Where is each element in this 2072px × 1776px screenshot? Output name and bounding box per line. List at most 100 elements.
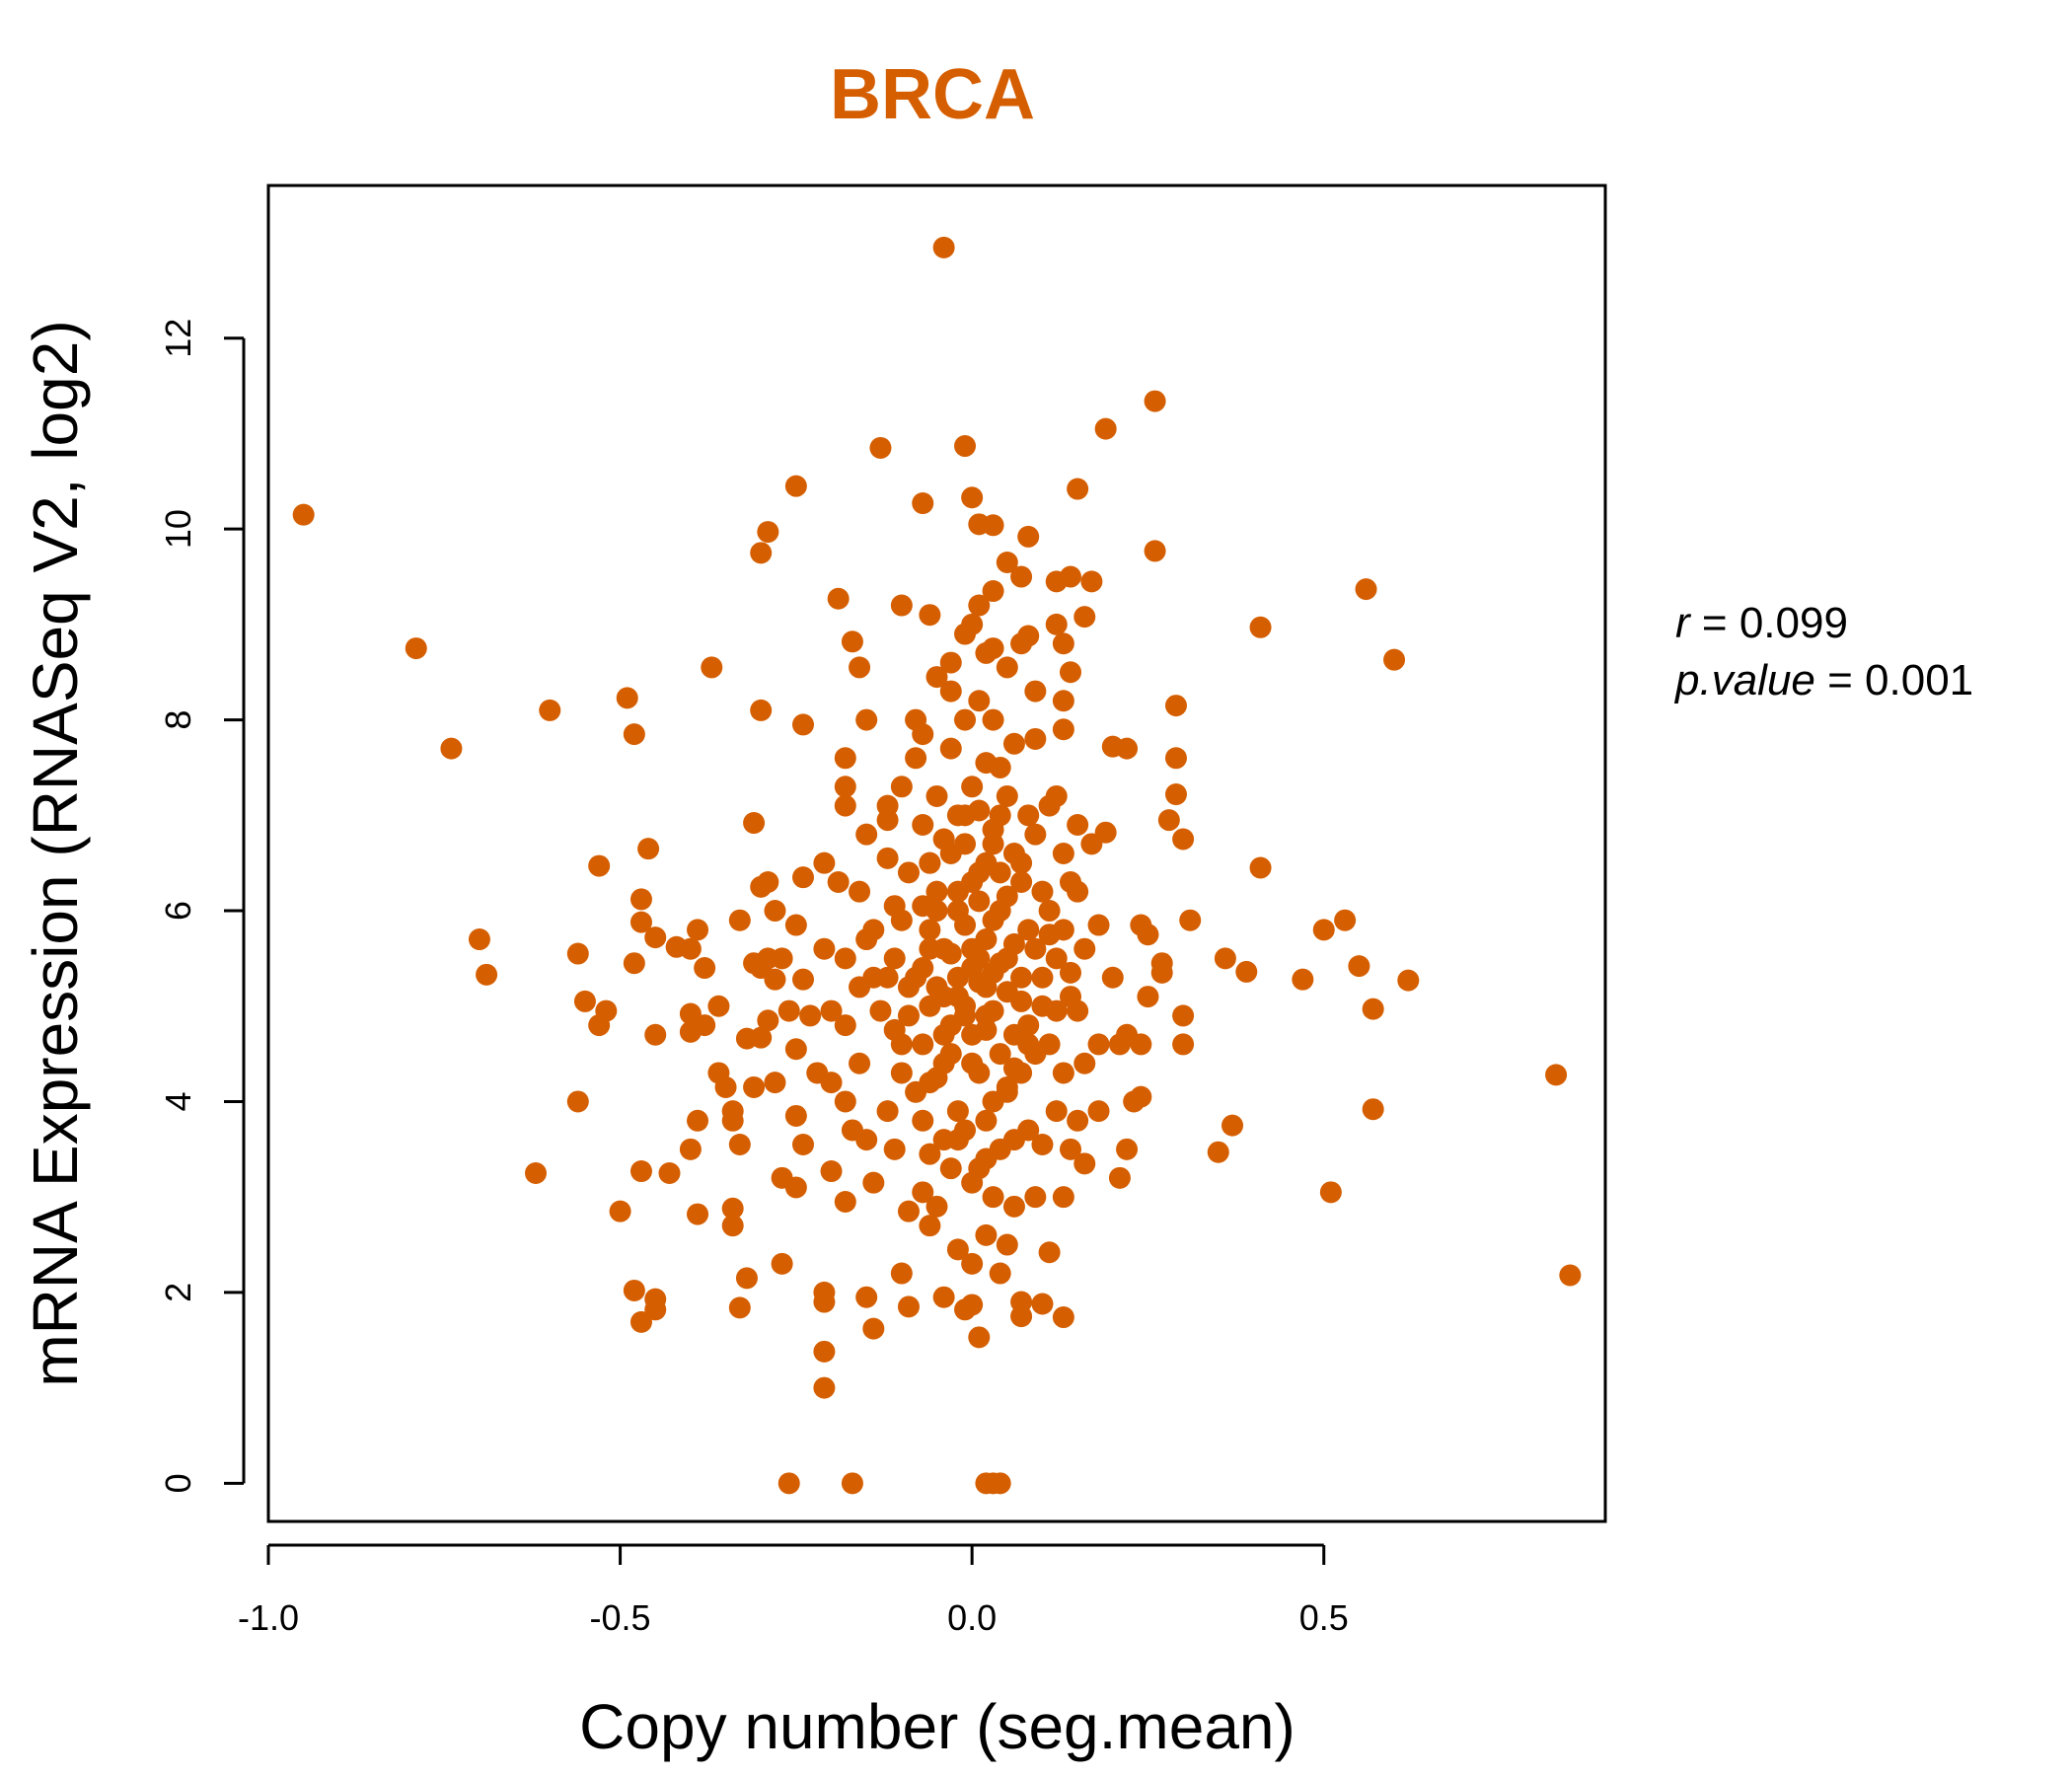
data-point (919, 919, 941, 941)
data-point (813, 1376, 836, 1399)
data-point (1073, 937, 1096, 960)
data-point (1017, 525, 1040, 548)
data-point (792, 713, 814, 736)
data-point (1038, 900, 1061, 923)
data-point (1137, 986, 1159, 1008)
data-point (1073, 606, 1096, 629)
data-point (1383, 648, 1406, 671)
data-point (968, 594, 991, 617)
data-point (1164, 783, 1187, 806)
data-point (1094, 417, 1117, 440)
data-point (679, 1138, 702, 1160)
data-point (996, 656, 1018, 679)
data-point (1038, 924, 1061, 946)
data-point (1157, 809, 1180, 832)
data-point (954, 833, 977, 855)
data-point (1249, 616, 1272, 638)
data-point (939, 1157, 962, 1180)
data-point (750, 699, 773, 721)
data-point (961, 776, 984, 798)
x-axis-label: Copy number (seg.mean) (579, 1691, 1295, 1762)
data-point (1024, 823, 1047, 846)
data-point (897, 1295, 920, 1318)
data-point (728, 1133, 751, 1155)
data-point (750, 542, 773, 564)
data-point (687, 1109, 709, 1132)
data-point (707, 995, 730, 1017)
data-point (939, 680, 962, 703)
data-point (855, 708, 878, 731)
data-point (1214, 947, 1236, 970)
data-point (1137, 924, 1159, 946)
data-point (1319, 1181, 1342, 1204)
data-point (757, 871, 779, 894)
data-point (694, 957, 716, 980)
data-point (1017, 1119, 1040, 1142)
data-point (1045, 1100, 1068, 1123)
data-point (757, 521, 779, 544)
data-point (890, 1262, 913, 1285)
data-point (961, 486, 984, 509)
data-point (855, 1129, 878, 1151)
data-point (975, 1223, 998, 1246)
data-point (1024, 1186, 1047, 1209)
y-tick-label: 6 (158, 901, 198, 921)
data-point (925, 880, 948, 903)
data-point (996, 1080, 1018, 1103)
data-point (1221, 1114, 1244, 1137)
data-point (1060, 1138, 1081, 1160)
chart-title: BRCA (830, 55, 1035, 134)
data-point (792, 866, 814, 889)
y-tick-label: 8 (158, 710, 198, 730)
data-point (1312, 919, 1335, 941)
data-point (813, 937, 836, 960)
data-point (834, 947, 856, 970)
data-point (771, 947, 793, 970)
data-point (707, 1062, 730, 1084)
data-point (1130, 1085, 1152, 1108)
data-point (982, 580, 1004, 603)
data-point (588, 1014, 611, 1037)
x-axis: -1.0 -0.5 0.0 0.5 (238, 1543, 1349, 1638)
data-point (637, 838, 660, 860)
data-point (1010, 851, 1033, 874)
data-point (925, 666, 948, 689)
data-point (1067, 1109, 1089, 1132)
data-point (890, 594, 913, 617)
data-point (292, 503, 315, 526)
data-point (735, 1267, 758, 1290)
data-point (968, 1326, 991, 1349)
data-point (588, 854, 611, 877)
data-point (1010, 871, 1033, 894)
r-value: 0.099 (1739, 599, 1848, 647)
data-point (1017, 919, 1040, 941)
data-point (721, 1109, 744, 1132)
data-point (694, 1014, 716, 1037)
data-point (925, 784, 948, 807)
x-tick-label: -0.5 (590, 1597, 651, 1638)
data-point (1031, 1133, 1054, 1155)
data-point (623, 1279, 645, 1301)
data-point (912, 813, 934, 836)
data-point (1164, 695, 1187, 717)
data-point (912, 1109, 934, 1132)
data-point (996, 552, 1018, 574)
data-point (764, 1072, 786, 1094)
data-point (777, 999, 800, 1022)
y-axis-label: mRNA Expression (RNASeq V2, log2) (20, 320, 91, 1386)
data-point (1172, 828, 1195, 851)
data-point (1362, 998, 1384, 1020)
data-point (897, 1004, 920, 1027)
data-point (1179, 909, 1202, 931)
data-point (954, 804, 977, 827)
data-point (890, 1033, 913, 1056)
data-point (883, 1138, 906, 1160)
data-point (996, 947, 1018, 970)
data-point (784, 1038, 807, 1061)
data-point (1559, 1264, 1582, 1287)
data-point (855, 1286, 878, 1308)
data-point (996, 784, 1018, 807)
data-point (890, 776, 913, 798)
x-tick-label: -1.0 (238, 1597, 299, 1638)
data-point (1144, 540, 1166, 562)
